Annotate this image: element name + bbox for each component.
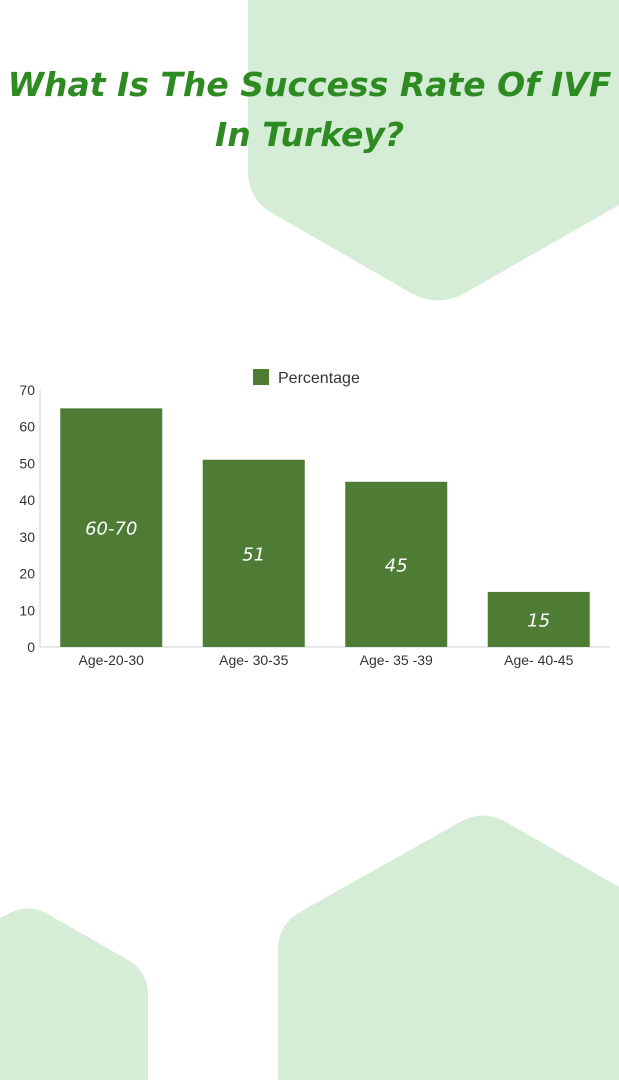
hexagon-top-right	[248, 0, 619, 301]
legend-swatch	[253, 369, 269, 385]
x-tick-label: Age- 40-45	[504, 652, 573, 668]
bar-data-label: 15	[527, 610, 550, 631]
y-tick-label: 10	[19, 602, 35, 618]
title-line-2: In Turkey?	[214, 115, 405, 154]
y-tick-label: 60	[19, 419, 35, 435]
x-axis-labels: Age-20-30 Age- 30-35 Age- 35 -39 Age- 40-45	[79, 652, 574, 668]
bar	[60, 408, 163, 647]
title-line-1: What Is The Success Rate Of IVF	[7, 65, 612, 104]
data-labels: 60-70 51 45 15	[85, 519, 550, 632]
y-tick-label: 70	[19, 382, 35, 398]
bar	[202, 459, 305, 647]
hexagon-bottom-left	[0, 908, 148, 1080]
x-tick-label: Age- 35 -39	[360, 652, 433, 668]
x-tick-label: Age- 30-35	[219, 652, 288, 668]
x-tick-label: Age-20-30	[79, 652, 145, 668]
legend-label: Percentage	[278, 370, 360, 387]
y-tick-label: 50	[19, 455, 35, 471]
bar	[345, 481, 448, 647]
page-title: What Is The Success Rate Of IVF In Turke…	[0, 60, 619, 160]
y-axis-ticks: 0 10 20 30 40 50 60 70	[19, 382, 35, 655]
bar-data-label: 60-70	[85, 519, 137, 540]
legend: Percentage	[253, 369, 360, 387]
bar-data-label: 51	[242, 544, 265, 565]
y-tick-label: 0	[27, 639, 35, 655]
y-tick-label: 40	[19, 492, 35, 508]
hexagon-bottom-right	[278, 815, 619, 1080]
bar-data-label: 45	[385, 555, 408, 576]
y-tick-label: 30	[19, 529, 35, 545]
bar	[487, 591, 590, 647]
y-tick-label: 20	[19, 566, 35, 582]
bars	[60, 408, 590, 647]
